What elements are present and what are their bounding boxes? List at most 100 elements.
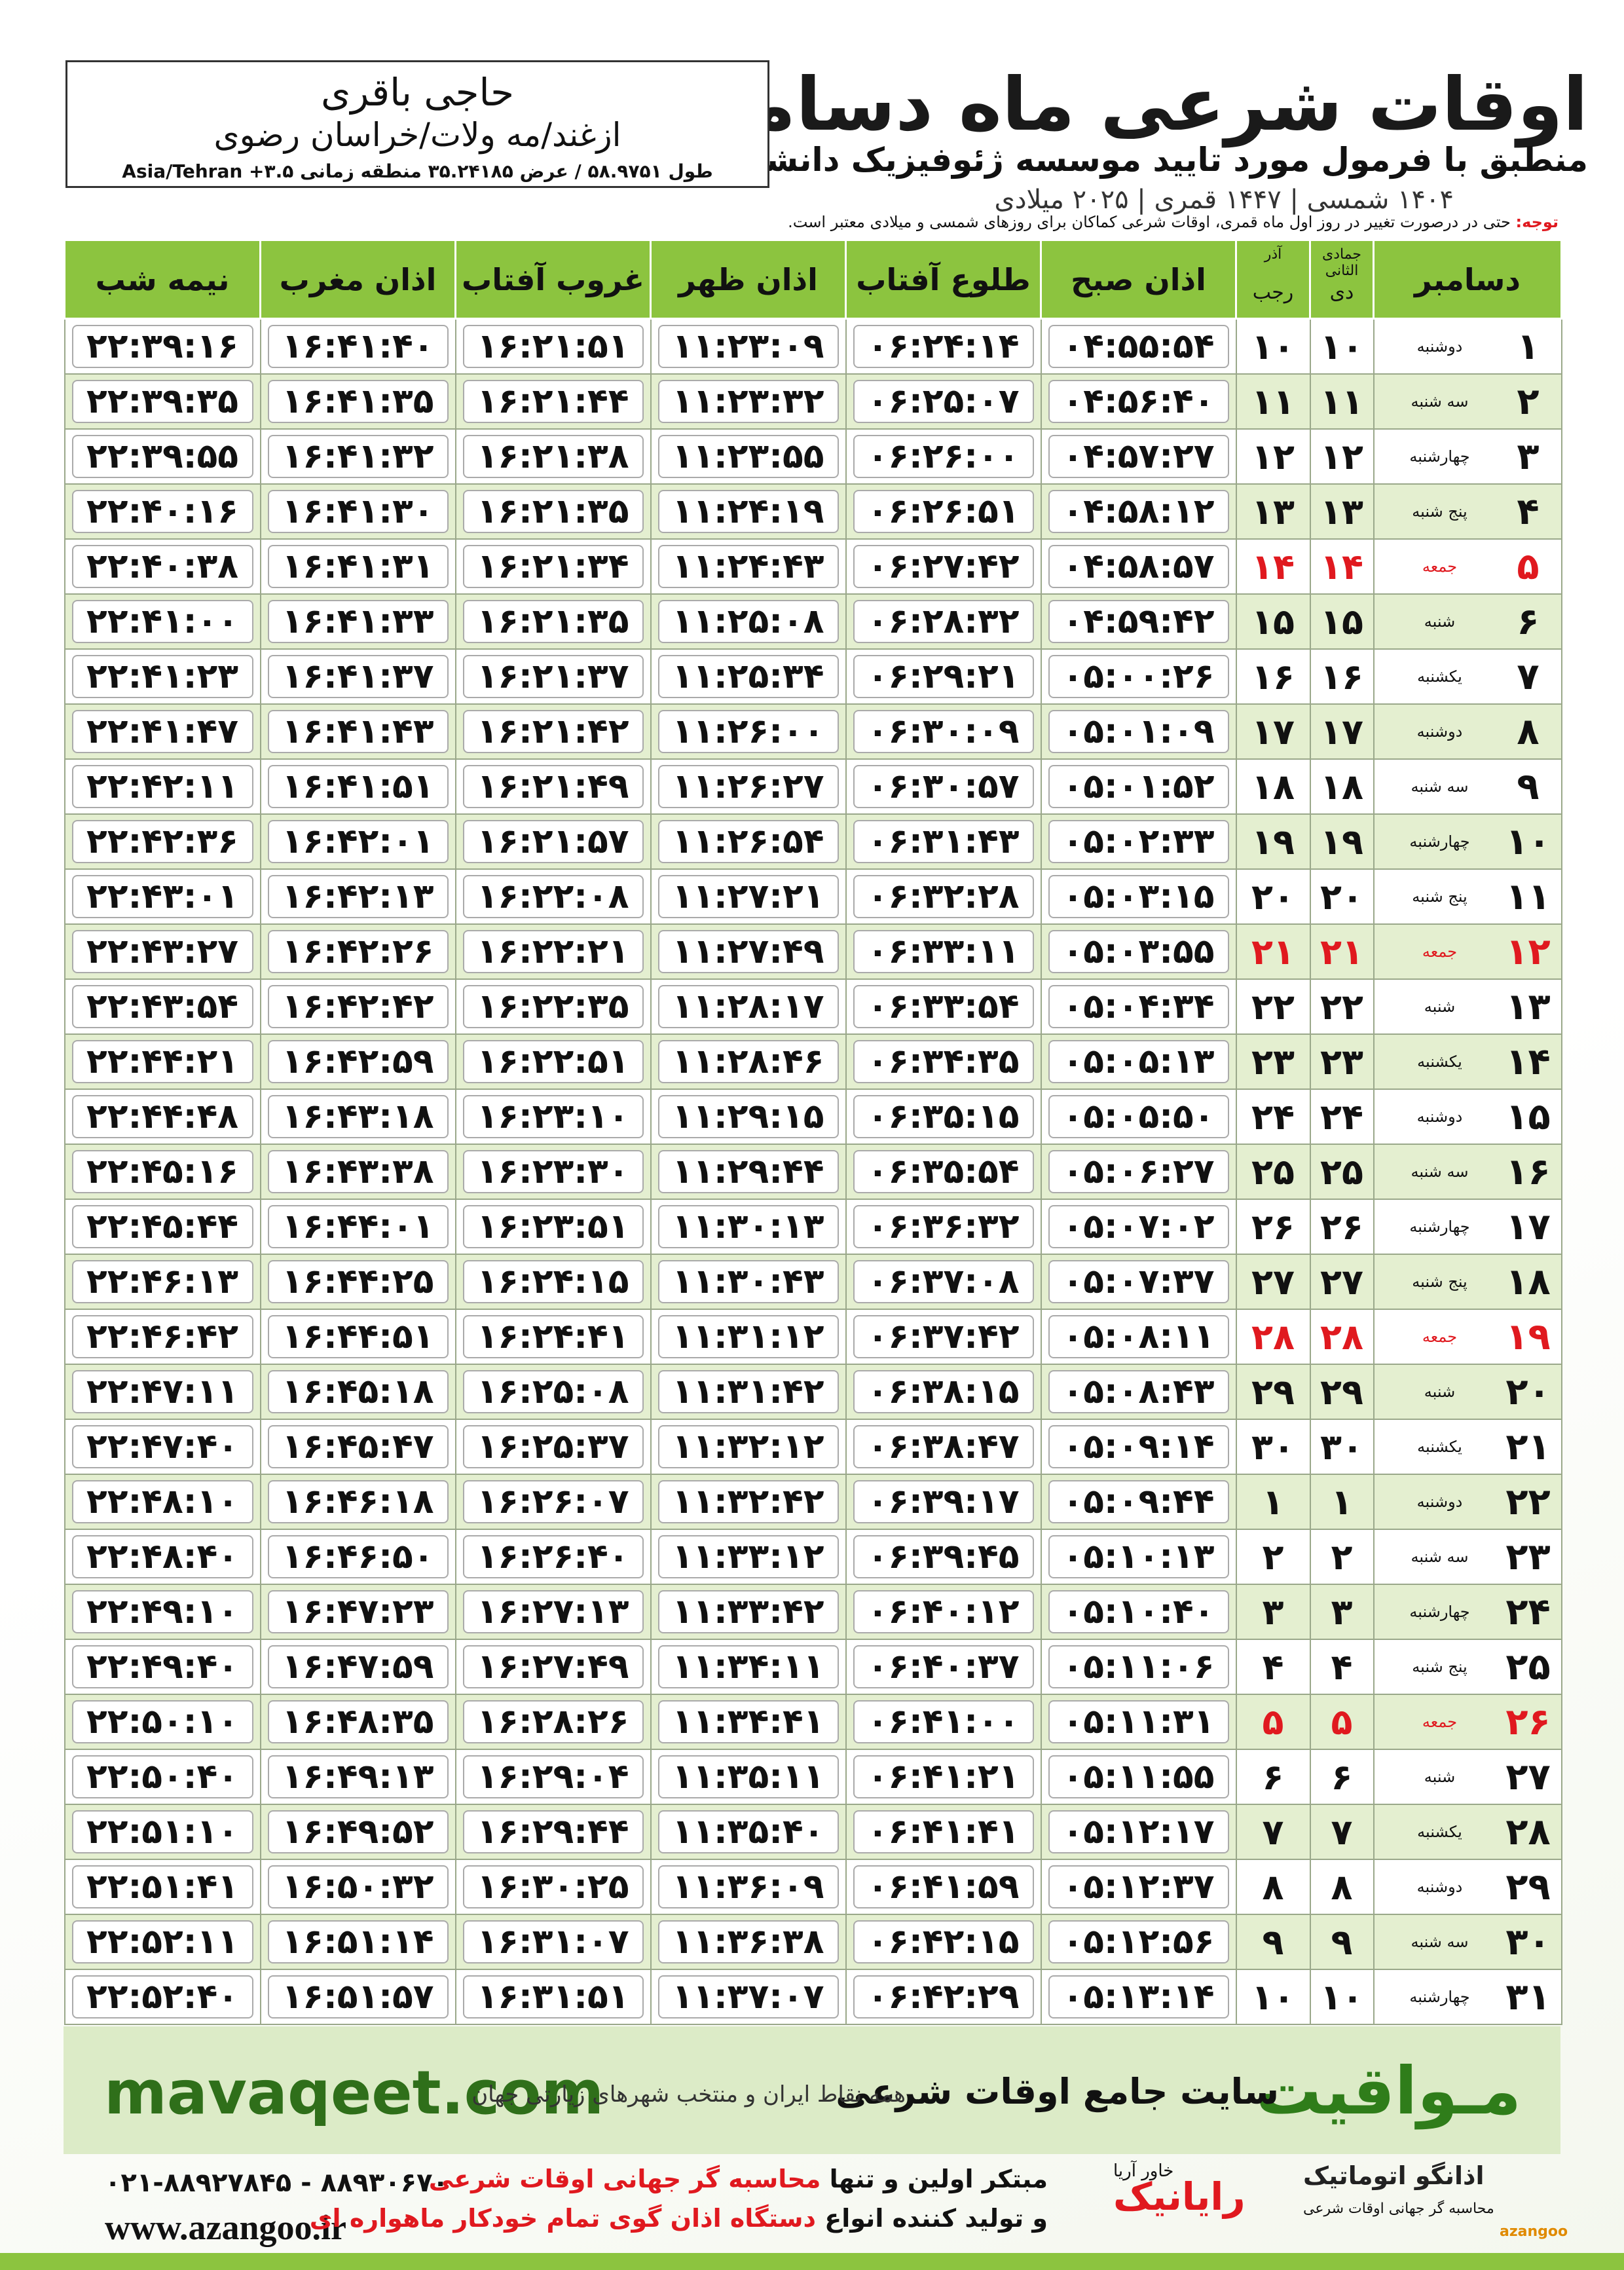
time-cell: ۱۱:۳۶:۳۸	[650, 1914, 847, 1970]
time-cell: ۱۶:۲۲:۲۱	[454, 923, 652, 980]
dey-day: ۸	[1309, 1859, 1375, 1915]
time: ۰۵:۱۳:۱۴	[1048, 1975, 1229, 2019]
day-number: ۲۷	[1505, 1755, 1551, 1798]
time-cell: ۱۶:۲۱:۴۹	[454, 758, 652, 815]
time-cell: ۱۱:۳۰:۴۳	[650, 1254, 847, 1310]
time-cell: ۱۱:۲۶:۵۴	[650, 813, 847, 870]
time: ۱۱:۳۵:۱۱	[657, 1755, 839, 1798]
row: ۳۰سه شنبه ۹ ۹ ۰۵:۱۲:۵۶ ۰۶:۴۲:۱۵ ۱۱:۳۶:۳۸ ۱۶:۳۱…	[64, 1914, 1562, 1970]
time: ۱۶:۲۶:۰۷	[462, 1480, 644, 1523]
time-cell: ۰۵:۱۲:۱۷	[1040, 1804, 1237, 1860]
day-cell: ۱۵ دوشنبه	[1373, 1088, 1562, 1145]
time: ۰۵:۰۹:۴۴	[1048, 1480, 1229, 1523]
time-cell: ۱۶:۲۹:۴۴	[454, 1804, 652, 1860]
time-cell: ۱۶:۴۵:۱۸	[259, 1364, 456, 1420]
time: ۲۲:۴۷:۱۱	[71, 1370, 253, 1413]
time-cell: ۲۲:۴۳:۵۴	[64, 978, 261, 1035]
site[interactable]: mavaqeet.com	[104, 2058, 604, 2128]
row: ۲۳سه شنبه ۲ ۲ ۰۵:۱۰:۱۳ ۰۶:۳۹:۴۵ ۱۱:۳۳:۱۲ ۱۶:۲۶…	[64, 1529, 1562, 1585]
day-number: ۳	[1517, 435, 1540, 478]
day-cell: ۶ شنبه	[1373, 593, 1562, 650]
time-cell: ۱۶:۲۳:۳۰	[454, 1144, 652, 1200]
dey-day: ۲۳	[1309, 1033, 1375, 1090]
time: ۲۲:۴۱:۴۷	[71, 710, 253, 753]
time: ۱۶:۲۴:۱۵	[462, 1260, 644, 1303]
time: ۱۶:۲۱:۳۵	[462, 490, 644, 533]
weekday: شنبه	[1424, 612, 1456, 631]
time-cell: ۰۶:۳۵:۱۵	[845, 1088, 1042, 1145]
column-label: دی	[1329, 281, 1354, 304]
time-cell: ۰۶:۳۸:۱۵	[845, 1364, 1042, 1420]
time: ۱۶:۴۷:۲۳	[267, 1590, 449, 1633]
weekday: دوشنبه	[1416, 1878, 1463, 1896]
time: ۱۱:۳۰:۴۳	[657, 1260, 839, 1303]
weekday: دوشنبه	[1416, 722, 1463, 741]
row: ۲۱یکشنبه ۳۰ ۳۰ ۰۵:۰۹:۱۴ ۰۶:۳۸:۴۷ ۱۱:۳۲:۱۲ ۱۶:۲…	[64, 1419, 1562, 1475]
column-header: جمادی الثانی دی	[1309, 239, 1375, 320]
time-cell: ۱۶:۲۷:۴۹	[454, 1639, 652, 1695]
rajab-day: ۲	[1235, 1529, 1311, 1585]
time: ۰۶:۲۹:۲۱	[853, 655, 1034, 698]
time: ۱۶:۴۴:۰۱	[267, 1205, 449, 1248]
time: ۲۲:۴۹:۴۰	[71, 1645, 253, 1688]
time-cell: ۰۶:۳۳:۱۱	[845, 923, 1042, 980]
dey-day: ۲۰	[1309, 868, 1375, 925]
time-cell: ۱۶:۴۴:۰۱	[259, 1199, 456, 1255]
time: ۱۶:۴۳:۳۸	[267, 1150, 449, 1193]
time-cell: ۱۱:۲۸:۱۷	[650, 978, 847, 1035]
weekday: چهارشنبه	[1409, 1988, 1470, 2006]
time-cell: ۱۱:۲۵:۰۸	[650, 593, 847, 650]
time: ۰۶:۳۸:۱۵	[853, 1370, 1034, 1413]
time-cell: ۱۶:۲۱:۳۸	[454, 428, 652, 485]
weekday: چهارشنبه	[1409, 1218, 1470, 1236]
rajab-day: ۴	[1235, 1639, 1311, 1695]
time-cell: ۰۵:۰۵:۵۰	[1040, 1088, 1237, 1145]
time-cell: ۱۶:۴۳:۳۸	[259, 1144, 456, 1200]
time: ۱۱:۳۱:۱۲	[657, 1315, 839, 1358]
rajab-day: ۱۵	[1235, 593, 1311, 650]
time: ۱۶:۴۱:۳۳	[267, 600, 449, 643]
time: ۰۵:۱۰:۱۳	[1048, 1535, 1229, 1578]
text: و تولید کننده انواع	[824, 2204, 1048, 2233]
dey-day: ۱	[1309, 1474, 1375, 1530]
row: ۲۰شنبه ۲۹ ۲۹ ۰۵:۰۸:۴۳ ۰۶:۳۸:۱۵ ۱۱:۳۱:۴۲ ۱۶:۲۵:…	[64, 1364, 1562, 1420]
time-cell: ۰۶:۴۰:۱۲	[845, 1584, 1042, 1640]
dey-day: ۲۸	[1309, 1309, 1375, 1365]
time: ۲۲:۴۵:۴۴	[71, 1205, 253, 1248]
time-cell: ۲۲:۵۱:۴۱	[64, 1859, 261, 1915]
time: ۱۶:۲۲:۰۸	[462, 875, 644, 918]
time-cell: ۰۵:۱۳:۱۴	[1040, 1969, 1237, 2025]
time: ۰۶:۳۲:۲۸	[853, 875, 1034, 918]
website[interactable]: www.azangoo.ir	[105, 2208, 346, 2247]
column-label: غروب آفتاب	[461, 261, 645, 297]
time: ۰۶:۲۶:۵۱	[853, 490, 1034, 533]
row: ۲۶جمعه ۵ ۵ ۰۵:۱۱:۳۱ ۰۶:۴۱:۰۰ ۱۱:۳۴:۴۱ ۱۶:۲۸:۲۶…	[64, 1694, 1562, 1750]
time: ۲۲:۴۶:۱۳	[71, 1260, 253, 1303]
time: ۰۶:۳۸:۴۷	[853, 1425, 1034, 1468]
rajab-day: ۲۷	[1235, 1254, 1311, 1310]
time-cell: ۰۴:۵۷:۲۷	[1040, 428, 1237, 485]
day-cell: ۲۳ سه شنبه	[1373, 1529, 1562, 1585]
time: ۱۱:۲۴:۱۹	[657, 490, 839, 533]
time: ۲۲:۴۲:۳۶	[71, 820, 253, 863]
rajab-day: ۲۳	[1235, 1033, 1311, 1090]
time-cell: ۰۵:۰۰:۲۶	[1040, 648, 1237, 705]
time: ۰۵:۱۱:۵۵	[1048, 1755, 1229, 1798]
time: ۱۶:۴۱:۳۰	[267, 490, 449, 533]
time: ۰۶:۳۳:۱۱	[853, 930, 1034, 973]
time: ۰۶:۳۷:۴۲	[853, 1315, 1034, 1358]
time-cell: ۰۶:۲۹:۲۱	[845, 648, 1042, 705]
time: ۰۶:۴۲:۲۹	[853, 1975, 1034, 2019]
day-number: ۸	[1517, 710, 1540, 753]
time: ۱۶:۲۲:۲۱	[462, 930, 644, 973]
day-cell: ۲۱ یکشنبه	[1373, 1419, 1562, 1475]
note: توجه: حتی در درصورت تغییر در روز اول ماه…	[65, 213, 1559, 231]
time: ۱۶:۲۱:۵۷	[462, 820, 644, 863]
row: ۱۸پنج شنبه ۲۷ ۲۷ ۰۵:۰۷:۳۷ ۰۶:۳۷:۰۸ ۱۱:۳۰:۴۳ ۱۶…	[64, 1254, 1562, 1310]
time-cell: ۱۶:۴۵:۴۷	[259, 1419, 456, 1475]
tbody: ۱دوشنبه ۱۰ ۱۰ ۰۴:۵۵:۵۴ ۰۶:۲۴:۱۴ ۱۱:۲۳:۰۹ ۱۶:۲۱…	[64, 318, 1562, 2025]
weekday: جمعه	[1422, 1713, 1458, 1731]
time-cell: ۱۶:۴۶:۵۰	[259, 1529, 456, 1585]
weekday: دوشنبه	[1416, 1107, 1463, 1126]
time: ۰۴:۵۸:۵۷	[1048, 545, 1229, 588]
